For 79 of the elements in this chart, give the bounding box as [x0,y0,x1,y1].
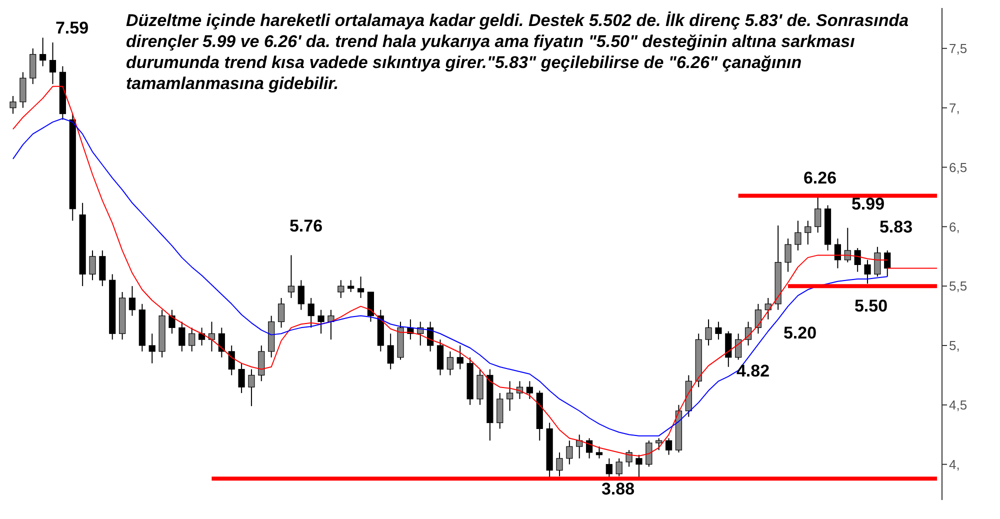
y-tick-label: 5,5 [949,278,968,294]
y-tick-label: 5, [949,338,960,354]
candlestick [725,330,732,368]
candlestick [844,227,851,263]
annotation: 5.99 [851,194,885,214]
candlestick [606,458,612,480]
candlestick [89,250,96,281]
annotation: 5.76 [289,216,323,236]
y-tick-label: 4, [949,456,960,472]
annotation: 4.82 [736,362,770,380]
candlestick [278,297,285,328]
candlestick [40,37,46,67]
candlestick [318,309,324,334]
candlestick [586,438,593,459]
candlestick [656,438,662,451]
candlestick [616,458,622,477]
candlestick [715,321,722,340]
candlestick [99,250,106,287]
candlestick [298,280,304,310]
candlestick [308,297,314,328]
annotation: 5.20 [783,324,817,342]
candlestick [168,309,176,334]
candlestick [288,254,295,298]
candlestick [387,333,394,370]
candlestick [794,220,802,251]
y-tick-label: 6,5 [949,160,968,175]
candlestick [874,246,881,278]
candlestick [20,72,26,108]
candlestick [228,345,235,376]
y-tick-label: 7, [949,100,960,116]
candlestick [328,309,334,340]
candlestick [884,250,891,278]
candlestick [367,292,374,322]
candlestick [348,280,354,293]
candlestick [148,333,156,364]
candlestick [814,195,822,234]
candlestick [49,42,56,85]
candlestick [596,446,603,459]
candlestick [178,321,186,352]
candlestick [506,380,514,412]
annotation: Düzeltme içinde hareketli ortalamaya kadar geldi. Destek 5.502 de. İlk direnç 5.83' de. Sonrasında dirençler 5.99 ve 6.26' da. trend hala yukarıya ama fiyatın "5.50" desteğinin altına sarkması durumunda trend kısa vadede sıkıntıya girer."5.83" geçilebilirse de "6.26" çanağının tamamlanmasına gidebilir. [126,10,910,94]
candlestick [784,238,792,272]
candlestick [446,350,454,376]
annotation: 6.26 [803,168,837,188]
candlestick [436,339,444,376]
y-tick-label: 7,5 [949,41,968,56]
candlestick [646,440,652,468]
candlestick [854,248,861,272]
candlestick [735,333,742,360]
candlestick [357,276,364,298]
candlestick [128,286,136,316]
candlestick [258,345,265,382]
candlestick [218,327,225,358]
candlestick [188,327,196,352]
annotation: 5.83 [879,218,913,236]
candlestick [834,238,841,269]
candlestick [456,345,464,370]
annotation: 7.59 [55,18,89,38]
y-tick-label: 6, [949,219,960,234]
candlestick [636,454,642,480]
candlestick [10,95,16,114]
candlestick [705,318,712,346]
candlestick [476,368,484,406]
candlestick [496,392,504,430]
annotation: 3.88 [601,480,635,498]
candlestick [556,452,563,477]
candlestick [338,280,344,298]
candlestick [754,303,762,334]
candlestick [248,368,255,407]
annotation: 5.50 [854,296,888,316]
candlestick [566,440,573,465]
candlestick [804,220,812,245]
candlestick [30,48,36,85]
candlestick [626,450,632,468]
candlestick [526,380,533,400]
candlestick [864,259,871,284]
y-tick-label: 4,5 [949,398,968,413]
candlestick [665,438,672,456]
candlestick [238,362,245,394]
